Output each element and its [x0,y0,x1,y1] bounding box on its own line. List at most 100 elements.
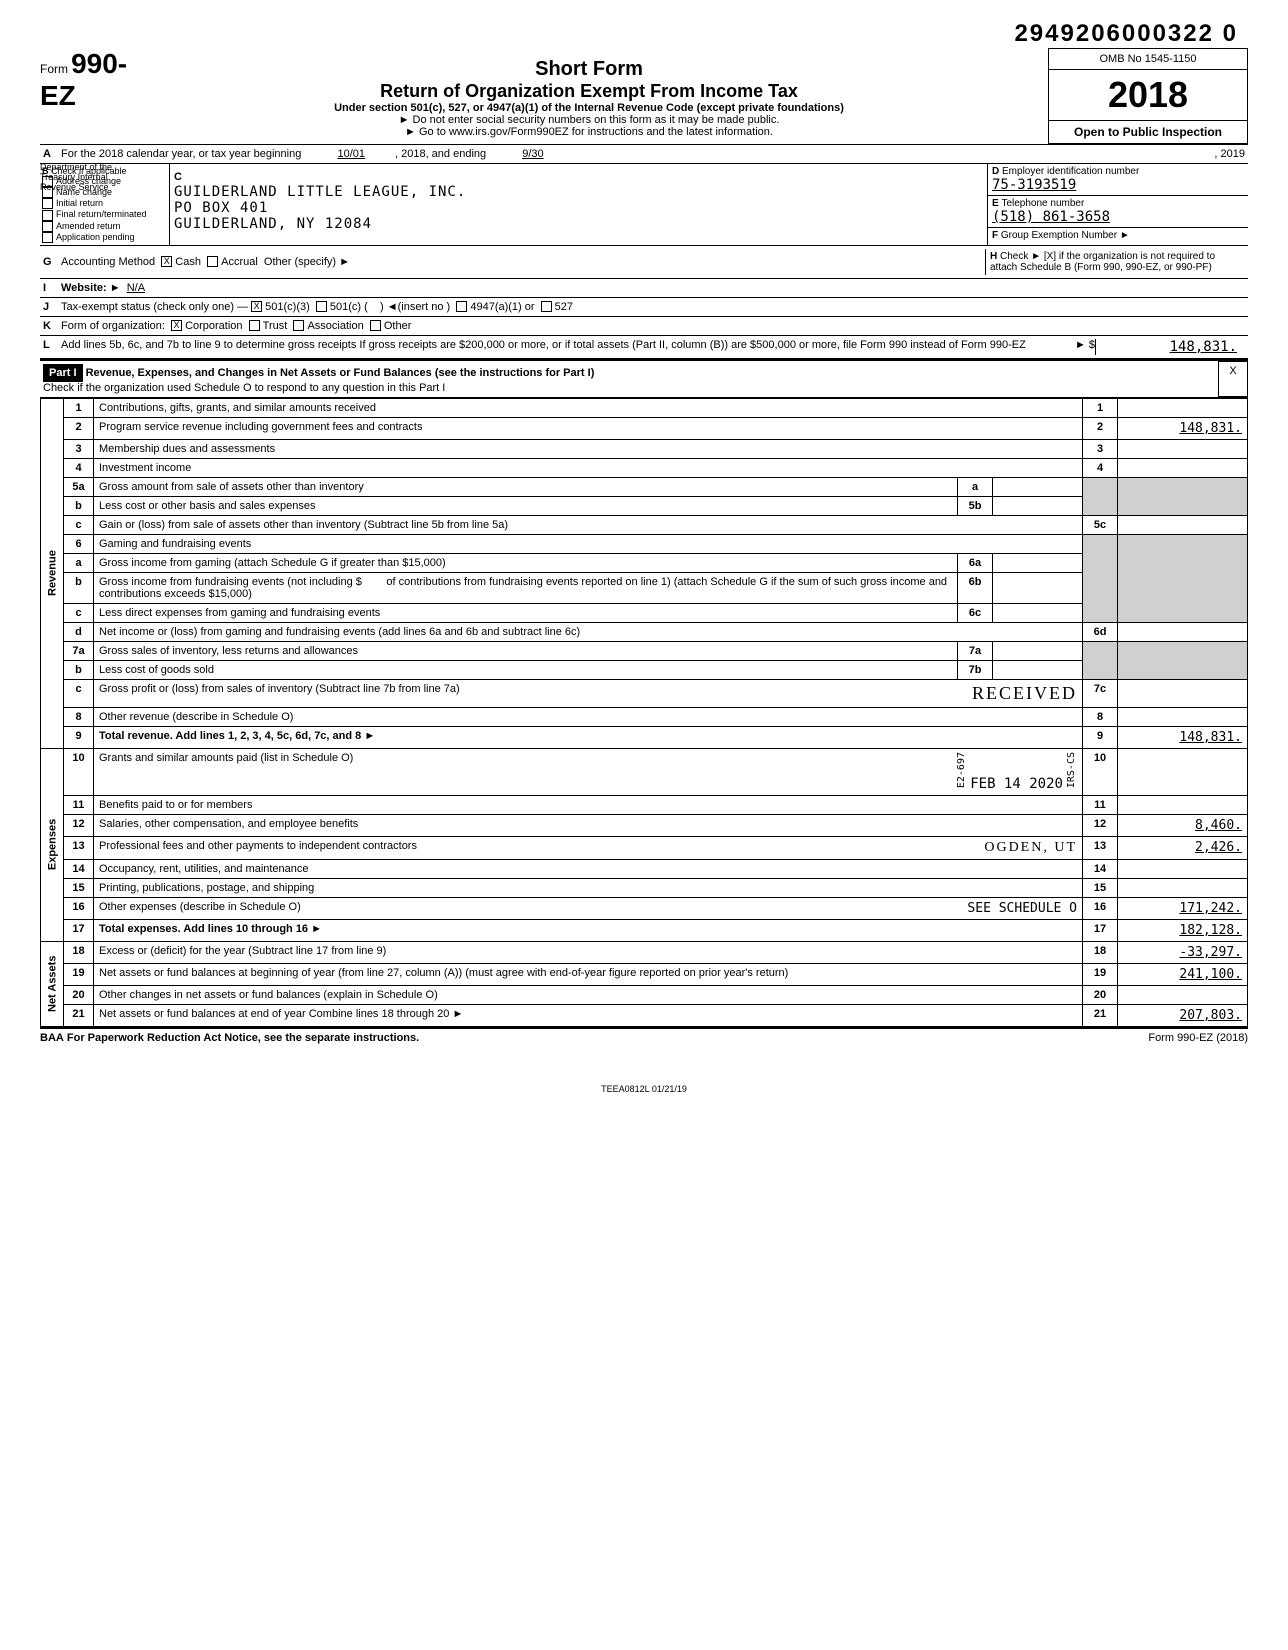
row-k: K Form of organization: XCorporation Tru… [40,317,1248,336]
accounting-method-label: Accounting Method [61,256,155,268]
form-ref: Form 990-EZ (2018) [1148,1032,1248,1044]
open-to-public: Open to Public Inspection [1048,121,1248,144]
line-7c: c Gross profit or (loss) from sales of i… [41,679,1248,707]
other-specify-label: Other (specify) ► [264,256,350,268]
row-i: I Website: ► N/A [40,279,1248,298]
row-l-arrow: ► $ [1075,339,1095,355]
chk-527[interactable] [541,301,552,312]
row-a: A For the 2018 calendar year, or tax yea… [40,144,1248,164]
527-label: 527 [555,301,573,313]
paperwork-notice: For Paperwork Reduction Act Notice, see … [67,1032,419,1044]
footer-code: TEEA0812L 01/21/19 [40,1044,1248,1094]
no-ssn-warning: ► Do not enter social security numbers o… [130,114,1048,126]
line-6b: bGross income from fundraising events (n… [41,572,1248,603]
col-def: D Employer identification number 75-3193… [988,164,1248,245]
line-9: 9Total revenue. Add lines 1, 2, 3, 4, 5c… [41,726,1248,748]
tax-exempt-label: Tax-exempt status (check only one) — [61,301,248,313]
part-1-checkbox[interactable]: X [1218,361,1248,397]
line-5a: 5aGross amount from sale of assets other… [41,477,1248,496]
right-header-col: OMB No 1545-1150 2018 Open to Public Ins… [1048,48,1248,144]
line-12: 12Salaries, other compensation, and empl… [41,814,1248,836]
line-11: 11Benefits paid to or for members 11 [41,795,1248,814]
line-19: 19Net assets or fund balances at beginni… [41,963,1248,985]
chk-accrual[interactable] [207,256,218,267]
ein-value: 75-3193519 [992,177,1076,193]
org-addr2: GUILDERLAND, NY 12084 [174,216,372,232]
chk-501c3[interactable]: X [251,301,262,312]
4947-label: 4947(a)(1) or [470,301,534,313]
accrual-label: Accrual [221,256,258,268]
chk-corporation[interactable]: X [171,320,182,331]
short-form-title: Short Form [130,58,1048,81]
row-d: D Employer identification number 75-3193… [988,164,1248,196]
line-2: 2Program service revenue including gover… [41,417,1248,439]
chk-501c[interactable] [316,301,327,312]
line-16: 16 Other expenses (describe in Schedule … [41,897,1248,919]
label-i: I [43,282,61,294]
label-l: L [43,339,61,355]
header-block: Form 990-EZ Department of the Treasury I… [40,48,1248,144]
chk-application-pending[interactable]: Application pending [42,232,167,243]
label-a: A [43,148,61,160]
dln: 2949206000322 0 [40,20,1248,48]
expenses-section-label: Expenses [41,748,64,941]
gross-receipts-value: 148,831. [1095,339,1245,355]
part-1-label: Part I [43,364,83,382]
chk-other-org[interactable] [370,320,381,331]
label-k: K [43,320,61,332]
line-6d: dNet income or (loss) from gaming and fu… [41,622,1248,641]
501c-label: 501(c) ( [330,301,368,313]
baa-label: BAA [40,1032,64,1044]
irs-logo-cell: Form 990-EZ Department of the Treasury I… [40,48,130,138]
cash-label: Cash [175,256,201,268]
org-addr1: PO BOX 401 [174,200,268,216]
part-1-title: Revenue, Expenses, and Changes in Net As… [86,367,595,379]
line-6a: aGross income from gaming (attach Schedu… [41,553,1248,572]
part-1-check-text: Check if the organization used Schedule … [43,382,445,394]
chk-initial-return[interactable]: Initial return [42,198,167,209]
row-g-h: G Accounting Method XCash Accrual Other … [40,246,1248,279]
chk-name-change[interactable]: Name change [42,187,167,198]
row-a-endyear: , 2019 [1214,148,1245,160]
row-f: F Group Exemption Number ► [988,228,1248,243]
form-label: Form 990-EZ [40,48,130,112]
chk-address-change[interactable]: Address change [42,176,167,187]
501c3-label: 501(c)(3) [265,301,310,313]
check-if-applicable: Check if applicable [51,166,127,176]
see-schedule-o: SEE SCHEDULE O [967,901,1077,916]
received-stamp: RECEIVED [972,683,1077,704]
chk-cash[interactable]: X [161,256,172,267]
title-cell: Short Form Return of Organization Exempt… [130,48,1048,138]
tax-year-begin: 10/01 [337,148,365,160]
line-4: 4Investment income 4 [41,458,1248,477]
website-value: N/A [127,282,145,294]
line-17: 17Total expenses. Add lines 10 through 1… [41,919,1248,941]
row-a-mid: , 2018, and ending [395,148,486,160]
received-date-stamp: FEB 14 2020 [970,776,1063,792]
row-j: J Tax-exempt status (check only one) — X… [40,298,1248,317]
return-title: Return of Organization Exempt From Incom… [130,81,1048,102]
stamp-irs: IRS-CS [1066,752,1077,788]
under-section: Under section 501(c), 527, or 4947(a)(1)… [130,102,1048,114]
trust-label: Trust [263,320,288,332]
label-c: C [174,171,183,183]
col-h: H Check ► [X] if the organization is not… [985,249,1245,275]
chk-4947[interactable] [456,301,467,312]
line-1: Revenue 1Contributions, gifts, grants, a… [41,398,1248,417]
other-org-label: Other [384,320,412,332]
netassets-section-label: Net Assets [41,941,64,1026]
line-7b: bLess cost of goods sold 7b [41,660,1248,679]
chk-trust[interactable] [249,320,260,331]
revenue-section-label: Revenue [41,398,64,748]
line-8: 8Other revenue (describe in Schedule O) … [41,707,1248,726]
chk-association[interactable] [293,320,304,331]
line-18: Net Assets 18Excess or (deficit) for the… [41,941,1248,963]
chk-final-return[interactable]: Final return/terminated [42,209,167,220]
line-20: 20Other changes in net assets or fund ba… [41,985,1248,1004]
chk-amended-return[interactable]: Amended return [42,221,167,232]
row-a-text1: For the 2018 calendar year, or tax year … [61,148,301,160]
phone-value: (518) 861-3658 [992,209,1110,225]
insert-no-label: ) ◄(insert no ) [380,301,450,313]
tax-year-end: 9/30 [522,148,543,160]
line-13: 13 Professional fees and other payments … [41,836,1248,859]
